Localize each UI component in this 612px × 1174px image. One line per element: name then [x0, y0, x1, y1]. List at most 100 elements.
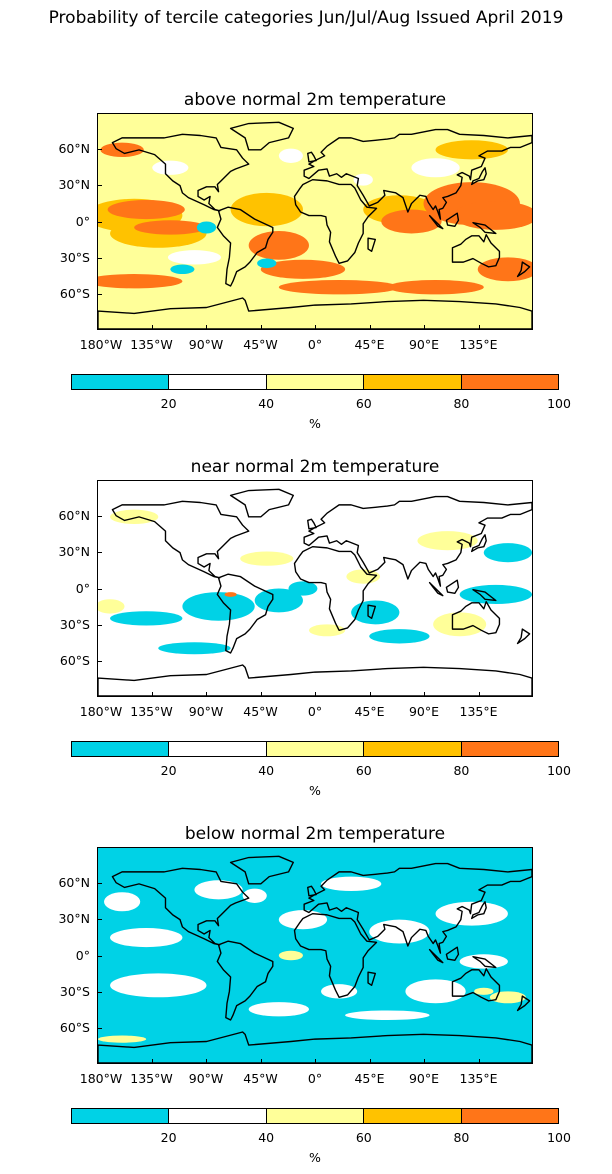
coastline	[307, 518, 317, 530]
probability-region	[381, 209, 442, 234]
colorbar-segment	[168, 375, 266, 389]
coastline	[307, 885, 317, 897]
colorbar-tick-label: 80	[453, 1130, 470, 1145]
probability-region	[435, 901, 508, 926]
probability-region	[369, 629, 430, 644]
colorbar-segment	[363, 375, 461, 389]
coastline	[303, 495, 532, 587]
colorbar-segment	[265, 375, 364, 389]
probability-region	[417, 531, 478, 551]
longitude-tick	[369, 325, 371, 330]
probability-region	[435, 140, 508, 160]
coastline	[367, 604, 377, 620]
longitude-label: 180°W	[79, 1071, 123, 1086]
latitude-label: 60°N	[58, 141, 90, 157]
colorbar	[71, 374, 559, 390]
latitude-tick	[97, 883, 102, 885]
colorbar-unit-label: %	[309, 1150, 321, 1165]
colorbar-tick-label: 60	[355, 1130, 372, 1145]
probability-region	[278, 280, 400, 295]
colorbar-tick-label: 80	[453, 763, 470, 778]
probability-map	[97, 847, 533, 1064]
latitude-tick	[97, 1027, 102, 1029]
probability-region	[489, 991, 526, 1004]
probability-region	[98, 274, 183, 289]
coastline	[428, 948, 444, 964]
probability-region	[167, 250, 221, 265]
longitude-label: 45°E	[354, 704, 385, 719]
latitude-tick	[97, 991, 102, 993]
longitude-tick	[151, 1059, 153, 1064]
probability-region	[321, 876, 382, 891]
probability-region	[248, 231, 309, 260]
colorbar-segment	[460, 375, 559, 389]
longitude-label: 90°E	[408, 704, 440, 719]
probability-region	[242, 888, 267, 903]
latitude-label: 60°S	[59, 652, 90, 668]
latitude-tick	[97, 552, 102, 554]
probability-region	[100, 142, 144, 157]
coastline	[293, 912, 378, 999]
colorbar-segment	[168, 742, 266, 756]
coastline	[229, 855, 294, 885]
colorbar-segment	[265, 742, 364, 756]
coastline	[445, 946, 460, 961]
latitude-label: 0°	[75, 580, 90, 596]
probability-region	[182, 592, 255, 621]
coastline	[367, 971, 377, 987]
probability-region	[158, 642, 231, 655]
probability-region	[110, 611, 183, 626]
colorbar-tick-label: 20	[160, 396, 177, 411]
longitude-label: 45°W	[243, 337, 278, 352]
coastline	[451, 600, 501, 635]
probability-region	[351, 600, 400, 625]
probability-region	[308, 624, 346, 637]
probability-region	[170, 264, 195, 275]
latitude-label: 0°	[75, 947, 90, 963]
longitude-label: 90°W	[188, 1071, 224, 1086]
longitude-label: 90°W	[188, 337, 224, 352]
map-panel-above: above normal 2m temperature 60°N 30°N 0° 30°…	[0, 0, 612, 431]
longitude-label: 135°E	[459, 704, 498, 719]
probability-region	[278, 148, 303, 163]
latitude-label: 30°S	[59, 249, 90, 265]
figure-title: Probability of tercile categories Jun/Ju…	[48, 8, 564, 28]
latitude-label: 30°N	[58, 177, 90, 193]
probability-region	[196, 221, 217, 234]
probability-region	[194, 880, 243, 900]
longitude-label: 45°E	[354, 1071, 385, 1086]
probability-region	[483, 543, 532, 563]
latitude-tick	[97, 293, 102, 295]
longitude-tick	[369, 1059, 371, 1064]
latitude-label: 60°S	[59, 1019, 90, 1035]
longitude-tick	[478, 692, 480, 697]
latitude-tick	[97, 588, 102, 590]
latitude-label: 30°S	[59, 983, 90, 999]
longitude-label: 180°W	[79, 704, 123, 719]
probability-region	[98, 599, 125, 614]
longitude-tick	[478, 1059, 480, 1064]
colorbar-tick-label: 100	[547, 763, 571, 778]
coastline	[445, 212, 460, 227]
colorbar-tick-label: 80	[453, 396, 470, 411]
colorbar-tick-label: 100	[547, 1130, 571, 1145]
colorbar-tick-label: 40	[258, 396, 275, 411]
coastline	[470, 167, 487, 186]
probability-region	[353, 173, 373, 186]
colorbar-segment	[363, 1109, 461, 1123]
coastline	[111, 133, 250, 212]
coastline	[428, 581, 444, 597]
longitude-tick	[369, 692, 371, 697]
colorbar-tick-label: 40	[258, 1130, 275, 1145]
probability-region	[134, 220, 207, 235]
coastline	[293, 545, 378, 632]
longitude-label: 90°E	[408, 337, 440, 352]
longitude-label: 135°W	[130, 704, 173, 719]
probability-region	[257, 258, 277, 269]
probability-region	[110, 928, 183, 948]
colorbar-tick-label: 40	[258, 763, 275, 778]
colorbar-segment	[72, 375, 169, 389]
longitude-label: 135°E	[459, 337, 498, 352]
latitude-tick	[97, 149, 102, 151]
longitude-tick	[151, 325, 153, 330]
